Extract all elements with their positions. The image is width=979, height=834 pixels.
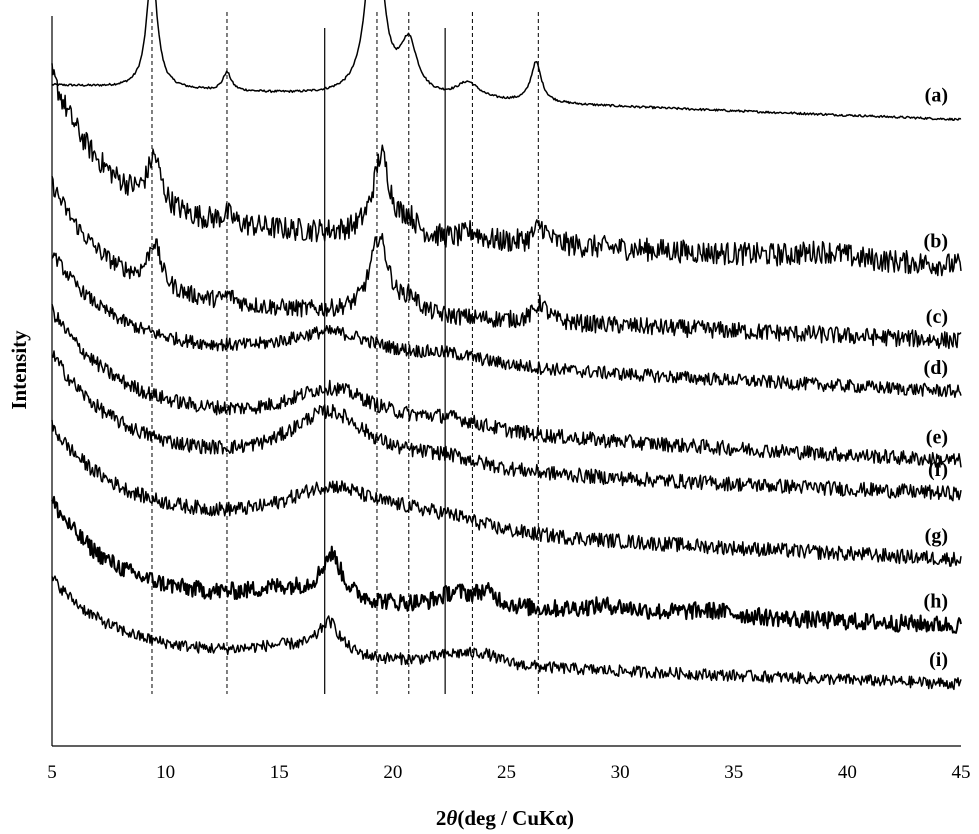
series-label: (f)	[928, 459, 948, 481]
x-tick-label: 5	[47, 762, 57, 783]
x-axis-title-unit: (deg / CuKα)	[457, 806, 574, 830]
series-trace	[51, 575, 962, 691]
series-label: (b)	[924, 231, 948, 253]
series-trace	[51, 303, 962, 468]
series-trace	[51, 0, 962, 122]
series-trace	[51, 63, 962, 277]
series-labels: (a) (b) (c) (d) (e) (f) (g) (h) (i)	[924, 85, 948, 671]
y-axis-title: Intensity	[7, 330, 31, 410]
series-traces	[51, 0, 962, 691]
x-tick-label: 35	[724, 762, 743, 783]
series-label: (g)	[925, 525, 948, 547]
x-tick-label: 20	[383, 762, 402, 783]
x-tick-label: 15	[270, 762, 289, 783]
reference-lines	[151, 12, 539, 694]
series-label: (i)	[929, 649, 948, 671]
series-label: (h)	[924, 591, 948, 613]
series-trace	[51, 419, 962, 567]
x-tick-label: 25	[497, 762, 516, 783]
axes	[51, 16, 961, 747]
series-label: (d)	[924, 357, 948, 379]
series-trace	[51, 495, 962, 634]
series-label: (a)	[925, 85, 948, 107]
series-trace	[51, 350, 962, 502]
x-tick-label: 45	[952, 762, 971, 783]
x-axis-title-prefix: 2	[436, 806, 447, 830]
series-trace	[51, 175, 962, 350]
series-label: (c)	[926, 306, 948, 328]
x-tick-label: 30	[611, 762, 630, 783]
x-axis-title-theta: θ	[446, 806, 457, 830]
series-label: (e)	[926, 426, 948, 448]
series-trace	[51, 252, 962, 398]
x-tick-labels: 5 10 15 20 25 30 35 40 45	[47, 762, 970, 783]
x-tick-label: 10	[156, 762, 175, 783]
x-tick-label: 40	[838, 762, 857, 783]
x-axis-title: 2θ(deg / CuKα)	[436, 806, 574, 830]
